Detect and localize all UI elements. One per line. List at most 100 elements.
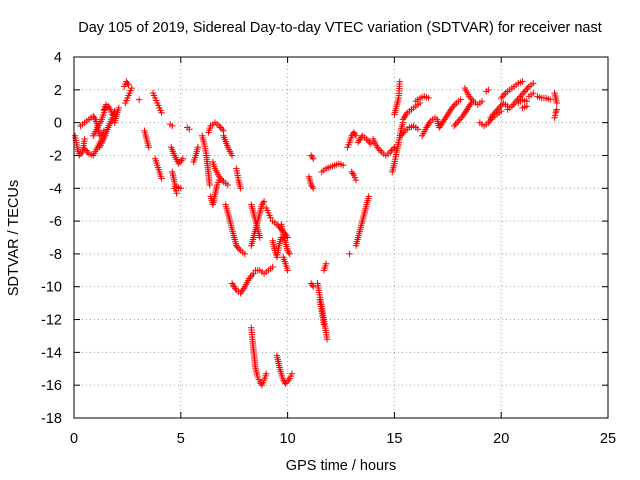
data-point <box>235 245 243 253</box>
data-point <box>364 137 372 144</box>
y-tick-label: -16 <box>41 378 62 394</box>
data-point <box>310 185 317 192</box>
data-point <box>241 250 249 258</box>
data-point <box>366 139 373 146</box>
data-point <box>128 84 135 92</box>
data-point <box>451 101 459 108</box>
data-point <box>518 91 526 98</box>
data-point <box>499 93 506 100</box>
grid-lines <box>74 57 608 418</box>
x-tick-label: 25 <box>600 431 616 447</box>
data-point <box>111 107 118 115</box>
data-point <box>553 106 560 113</box>
data-point <box>115 104 123 112</box>
data-point <box>522 86 530 94</box>
data-point <box>524 84 531 92</box>
data-point <box>96 132 103 139</box>
data-point <box>286 250 293 258</box>
y-tick-label: 4 <box>54 50 62 66</box>
data-point <box>228 152 236 159</box>
y-tick-label: -10 <box>41 280 62 296</box>
data-point <box>310 155 317 162</box>
chart-title: Day 105 of 2019, Sidereal Day-to-day VTE… <box>78 20 602 36</box>
y-tick-label: -6 <box>49 214 62 230</box>
data-point <box>519 78 526 85</box>
data-point <box>323 336 331 343</box>
data-point <box>478 98 486 105</box>
data-point <box>194 144 202 151</box>
data-point <box>158 109 165 116</box>
data-point <box>269 263 276 271</box>
x-tick-label: 15 <box>386 431 402 447</box>
data-point <box>456 116 464 123</box>
y-tick-label: -4 <box>49 181 62 197</box>
data-point <box>485 86 492 94</box>
data-point <box>376 147 384 154</box>
data-point <box>494 106 501 113</box>
data-point <box>158 175 165 182</box>
data-point <box>365 193 372 200</box>
data-point <box>310 283 317 290</box>
data-point <box>396 78 403 85</box>
plot-frame <box>73 56 609 419</box>
data-point <box>521 88 528 95</box>
y-tick-label: -12 <box>41 313 62 329</box>
x-tick-label: 0 <box>70 431 78 447</box>
data-point <box>178 157 185 164</box>
data-point <box>308 281 316 289</box>
data-point <box>263 370 270 377</box>
data-point <box>455 117 462 125</box>
data-point <box>320 321 328 328</box>
data-point <box>547 96 554 103</box>
y-tick-label: 2 <box>54 83 62 99</box>
data-point <box>135 96 143 103</box>
axis-ticks <box>73 56 609 419</box>
data-point <box>367 140 375 148</box>
data-point <box>493 107 500 115</box>
data-point <box>520 89 527 97</box>
y-tick-label: 0 <box>54 116 62 132</box>
data-point <box>81 135 88 143</box>
x-tick-labels: 0 5 10 15 20 25 <box>70 431 616 447</box>
data-point <box>284 267 291 274</box>
data-point <box>339 162 347 169</box>
data-point <box>457 96 464 103</box>
data-point <box>346 250 353 258</box>
data-point <box>425 94 432 102</box>
y-tick-labels: 4 2 0 -2 -4 -6 -8 -10 -12 -14 -16 -18 <box>41 50 62 427</box>
data-point <box>125 81 132 89</box>
data-point <box>553 107 560 115</box>
data-point <box>515 94 523 102</box>
data-point <box>277 234 285 241</box>
data-point <box>523 103 531 110</box>
data-point <box>352 132 360 139</box>
data-point <box>308 153 316 161</box>
data-point <box>145 144 152 151</box>
y-tick-label: -14 <box>41 345 62 361</box>
data-point <box>285 249 292 256</box>
data-point <box>206 181 213 189</box>
data-point <box>169 122 176 130</box>
data-point <box>352 176 360 184</box>
data-point <box>510 101 517 108</box>
data-point <box>179 155 187 162</box>
data-point <box>259 199 267 207</box>
data-point <box>500 91 508 98</box>
x-axis-label: GPS time / hours <box>286 458 396 474</box>
data-point <box>308 183 316 190</box>
y-tick-label: -8 <box>49 247 62 263</box>
data-point <box>256 234 264 241</box>
data-point <box>217 124 224 131</box>
data-points <box>71 78 560 389</box>
data-point <box>260 198 268 205</box>
data-point <box>414 126 422 133</box>
data-point <box>250 270 257 277</box>
data-point <box>288 370 296 377</box>
data-point <box>237 185 244 192</box>
y-tick-label: -18 <box>41 411 62 427</box>
data-point <box>322 260 330 267</box>
data-point <box>452 121 459 128</box>
data-point <box>267 214 274 222</box>
x-tick-label: 5 <box>177 431 185 447</box>
